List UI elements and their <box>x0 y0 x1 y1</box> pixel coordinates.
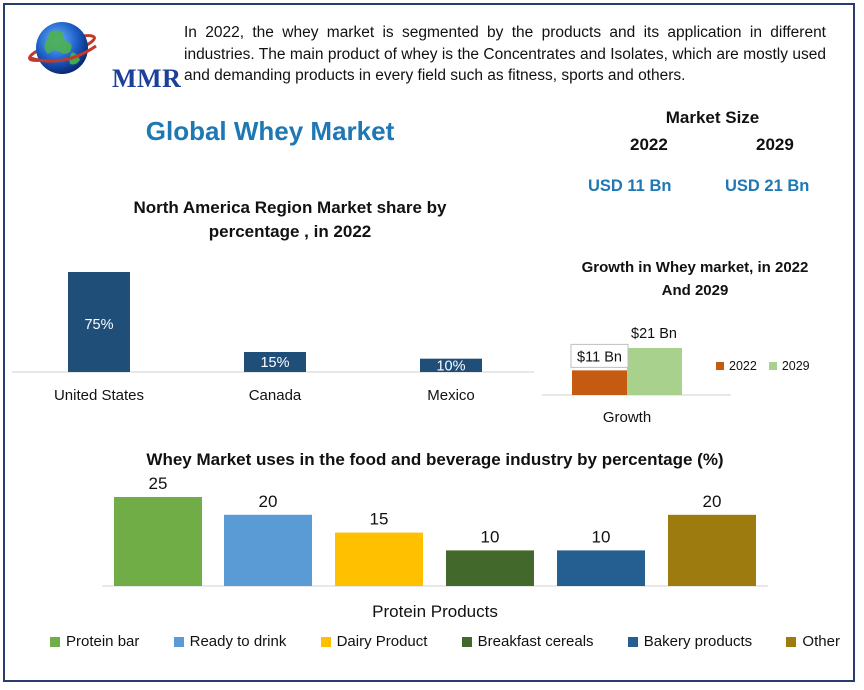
whey-uses-legend: Protein bar Ready to drink Dairy Product Br… <box>50 633 840 650</box>
legend-swatch <box>50 636 60 647</box>
market-size-year-2029: 2029 <box>756 135 794 154</box>
brand-name: MMR <box>112 64 182 93</box>
legend-swatch <box>627 636 638 647</box>
whey-bar-other <box>668 514 756 586</box>
na-tick-label: Mexico <box>427 387 475 404</box>
growth-tick-label: Growth <box>603 409 651 426</box>
na-bar-canada <box>244 352 306 372</box>
legend-swatch <box>461 636 472 647</box>
legend-swatch <box>320 636 331 647</box>
growth-bar-2022 <box>572 370 627 395</box>
legend-label: 2022 <box>729 359 757 373</box>
legend-swatch <box>768 362 777 370</box>
whey-uses-chart-title: Whey Market uses in the food and beverag… <box>146 450 724 469</box>
intro-paragraph: In 2022, the whey market is segmented by… <box>184 24 826 84</box>
whey-data-label: 20 <box>703 492 722 511</box>
whey-bar-dairy-product <box>335 532 423 586</box>
whey-bar-breakfast-cereals <box>446 550 534 586</box>
whey-legend-item-bakery-products: Bakery products <box>627 633 753 650</box>
legend-label: Protein bar <box>66 633 140 650</box>
whey-data-label: 20 <box>259 492 278 511</box>
whey-bar-ready-to-drink <box>224 514 312 586</box>
market-size-value-2029: USD 21 Bn <box>725 177 810 195</box>
whey-legend-item-breakfast-cereals: Breakfast cereals <box>461 633 594 650</box>
growth-legend: 2022 2029 <box>716 359 810 373</box>
whey-data-label: 10 <box>481 527 500 546</box>
growth-legend-item-2022: 2022 <box>716 359 757 373</box>
legend-label: Ready to drink <box>189 633 287 650</box>
whey-legend-item-other: Other <box>786 633 840 650</box>
whey-bar-protein-bar <box>114 497 202 586</box>
whey-legend-item-protein-bar: Protein bar <box>50 633 139 650</box>
mmr-logo: MMR <box>22 18 181 93</box>
growth-bar-2029 <box>627 348 682 395</box>
growth-data-label-2022: $11 Bn <box>577 349 622 365</box>
growth-legend-item-2029: 2029 <box>768 359 810 373</box>
page-title: Global Whey Market <box>145 116 395 146</box>
na-tick-label: Canada <box>249 387 302 404</box>
page-frame <box>3 3 855 682</box>
na-tick-label: United States <box>54 387 144 404</box>
legend-swatch <box>173 636 184 647</box>
legend-label: 2029 <box>781 359 810 373</box>
whey-legend-item-ready-to-drink: Ready to drink <box>173 633 287 650</box>
growth-data-label-2029: $21 Bn <box>631 326 677 342</box>
legend-label: Other <box>802 633 840 650</box>
market-size-title: Market Size <box>665 108 760 127</box>
legend-swatch <box>786 636 797 647</box>
market-size-value-2022: USD 11 Bn <box>588 177 672 195</box>
whey-bar-bakery-products <box>557 550 645 586</box>
legend-label: Dairy Product <box>336 633 428 650</box>
growth-label-box <box>570 343 629 368</box>
legend-swatch <box>716 362 724 370</box>
whey-legend-item-dairy-product: Dairy Product <box>320 633 428 650</box>
market-size-year-2022: 2022 <box>630 135 668 154</box>
na-bar-united-states <box>68 272 130 372</box>
growth-chart-title: Growth in Whey market, in 2022 And 2029 <box>581 259 809 299</box>
globe-icon <box>28 22 97 74</box>
whey-x-axis-label: Protein Products <box>372 602 498 621</box>
na-data-label: 10% <box>436 358 465 374</box>
whey-data-label: 10 <box>592 527 611 546</box>
na-chart-title: North America Region Market share by per… <box>133 198 447 241</box>
legend-label: Breakfast cereals <box>477 633 594 650</box>
na-data-label: 75% <box>84 317 113 333</box>
legend-label: Bakery products <box>643 633 753 650</box>
whey-data-label: 15 <box>370 510 389 529</box>
whey-data-label: 25 <box>149 474 168 493</box>
na-data-label: 15% <box>260 355 289 371</box>
na-bar-mexico <box>420 358 482 372</box>
